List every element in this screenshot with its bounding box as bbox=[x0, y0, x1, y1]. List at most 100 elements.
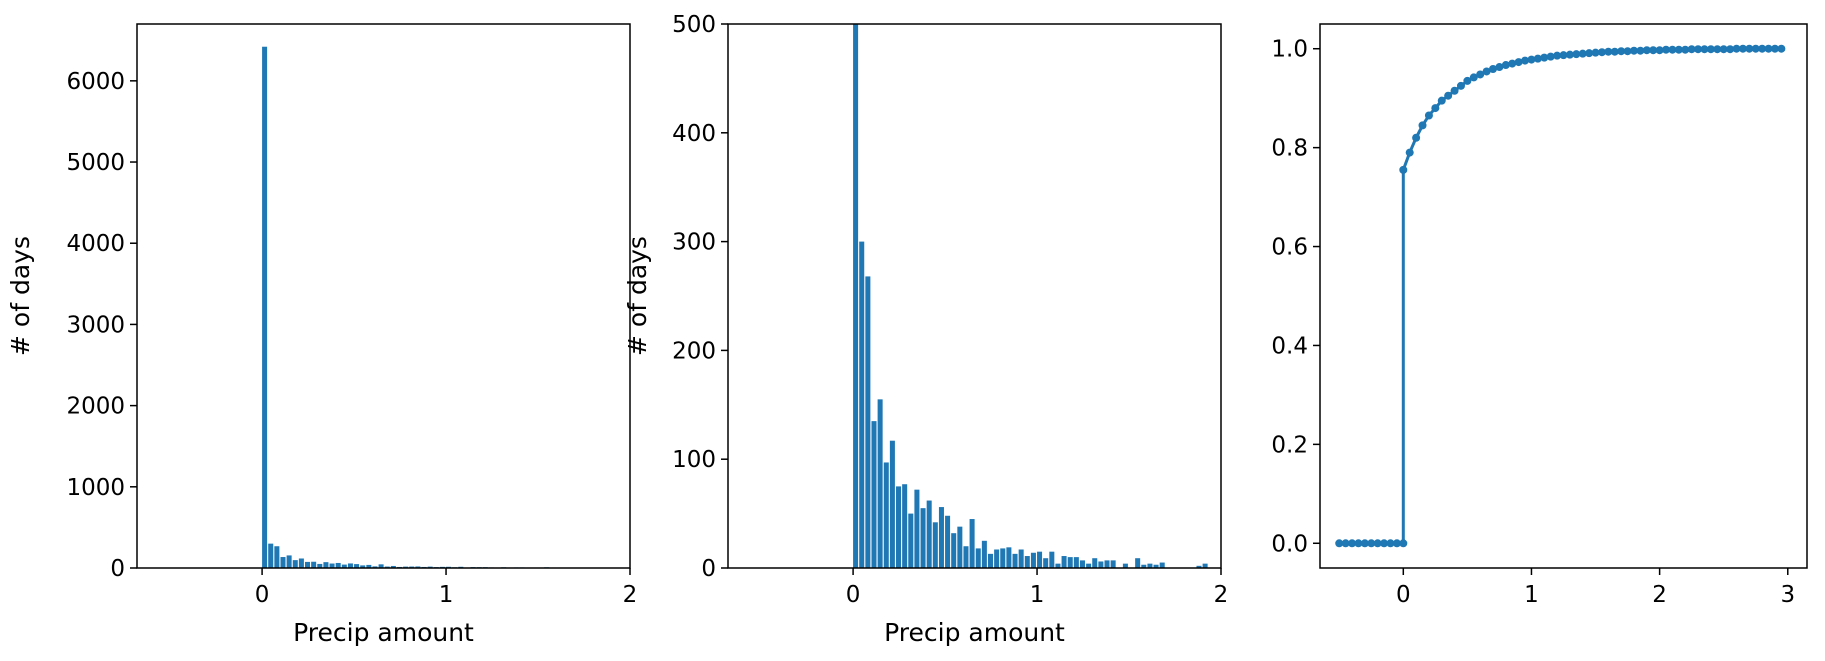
data-point bbox=[1751, 44, 1760, 53]
bar bbox=[981, 540, 987, 568]
panel-1-bars bbox=[262, 46, 617, 568]
bar bbox=[902, 484, 908, 568]
data-point bbox=[1469, 73, 1478, 82]
panel-3-ticks: 0 1 2 3 0.0 0.2 0.4 0.6 0.8 1.0 bbox=[1271, 37, 1795, 608]
bar bbox=[1092, 558, 1098, 568]
data-point bbox=[1726, 45, 1735, 54]
bar bbox=[1043, 558, 1049, 568]
y-tick-label: 0 bbox=[701, 556, 716, 582]
panel-2-xlabel: Precip amount bbox=[884, 618, 1065, 647]
data-point bbox=[1591, 48, 1600, 57]
bar bbox=[963, 546, 969, 568]
y-tick-label: 1.0 bbox=[1271, 37, 1308, 63]
data-point bbox=[1341, 539, 1350, 548]
bar bbox=[975, 548, 981, 568]
data-point bbox=[1604, 47, 1613, 56]
x-tick-label: 3 bbox=[1780, 582, 1795, 608]
bar bbox=[323, 562, 329, 568]
bar bbox=[1037, 551, 1043, 568]
bar bbox=[914, 489, 920, 568]
data-point bbox=[1738, 44, 1747, 53]
data-point bbox=[1335, 539, 1344, 548]
bar bbox=[969, 519, 975, 568]
data-point bbox=[1655, 46, 1664, 55]
x-tick-label: 2 bbox=[623, 582, 638, 608]
data-point bbox=[1405, 148, 1414, 157]
bar bbox=[945, 515, 951, 568]
data-point bbox=[1668, 45, 1677, 54]
bar bbox=[1055, 563, 1061, 568]
bar bbox=[1073, 557, 1079, 568]
bar bbox=[859, 241, 865, 568]
data-point bbox=[1559, 51, 1568, 60]
panel-1-xlabel: Precip amount bbox=[293, 618, 474, 647]
y-tick-label: 0.0 bbox=[1271, 531, 1308, 557]
data-point bbox=[1777, 44, 1786, 53]
data-point bbox=[1745, 44, 1754, 53]
data-point bbox=[1456, 81, 1465, 90]
data-point bbox=[1495, 63, 1504, 72]
bar bbox=[1006, 547, 1012, 568]
y-tick-label: 400 bbox=[672, 121, 716, 147]
data-point bbox=[1476, 70, 1485, 79]
bar bbox=[366, 564, 372, 568]
panel-1-ylabel: # of days bbox=[6, 236, 35, 356]
data-point bbox=[1770, 44, 1779, 53]
bar bbox=[274, 546, 280, 568]
x-tick-label: 1 bbox=[1030, 582, 1045, 608]
bar bbox=[1030, 552, 1036, 568]
bar bbox=[951, 533, 957, 568]
data-point bbox=[1360, 539, 1369, 548]
y-tick-label: 0.2 bbox=[1271, 432, 1308, 458]
panel-3: 0 1 2 3 0.0 0.2 0.4 0.6 0.8 1.0 bbox=[1271, 23, 1808, 608]
data-point bbox=[1732, 44, 1741, 53]
y-tick-label: 0.8 bbox=[1271, 136, 1308, 162]
data-point bbox=[1758, 44, 1767, 53]
data-point bbox=[1662, 45, 1671, 54]
bar bbox=[311, 561, 317, 568]
bar bbox=[1061, 556, 1067, 568]
bar bbox=[305, 561, 311, 568]
bar bbox=[957, 526, 963, 568]
y-tick-label: 1000 bbox=[66, 475, 125, 501]
y-tick-label: 2000 bbox=[66, 394, 125, 420]
bar bbox=[1159, 562, 1165, 568]
data-point bbox=[1348, 539, 1357, 548]
bar bbox=[1049, 551, 1055, 568]
bar bbox=[938, 507, 944, 568]
bar bbox=[926, 500, 932, 568]
y-tick-label: 5000 bbox=[66, 150, 125, 176]
data-point bbox=[1431, 104, 1440, 113]
bar bbox=[1012, 553, 1018, 568]
data-point bbox=[1424, 111, 1433, 120]
data-point bbox=[1489, 65, 1498, 74]
x-tick-label: 1 bbox=[1524, 582, 1539, 608]
cdf-line bbox=[1339, 47, 1782, 545]
data-point bbox=[1713, 45, 1722, 54]
bar bbox=[286, 555, 292, 568]
panel-2-ylabel: # of days bbox=[623, 236, 652, 356]
x-tick-label: 0 bbox=[255, 582, 270, 608]
panel-1-frame bbox=[136, 23, 631, 569]
bar bbox=[994, 549, 1000, 568]
data-point bbox=[1610, 47, 1619, 56]
bar bbox=[883, 462, 889, 568]
data-point bbox=[1527, 55, 1536, 64]
bar bbox=[390, 565, 396, 568]
bar bbox=[329, 563, 335, 568]
data-point bbox=[1700, 45, 1709, 54]
data-point bbox=[1649, 46, 1658, 55]
bar bbox=[415, 566, 421, 568]
data-point bbox=[1565, 50, 1574, 59]
y-tick-label: 0.6 bbox=[1271, 235, 1308, 261]
bar bbox=[1024, 556, 1030, 568]
data-point bbox=[1706, 45, 1715, 54]
data-point bbox=[1578, 49, 1587, 58]
data-point bbox=[1386, 539, 1395, 548]
x-tick-label: 1 bbox=[439, 582, 454, 608]
y-tick-label: 0 bbox=[110, 556, 125, 582]
data-point bbox=[1437, 96, 1446, 105]
bar bbox=[889, 440, 895, 568]
data-point bbox=[1533, 54, 1542, 63]
data-point bbox=[1636, 46, 1645, 55]
